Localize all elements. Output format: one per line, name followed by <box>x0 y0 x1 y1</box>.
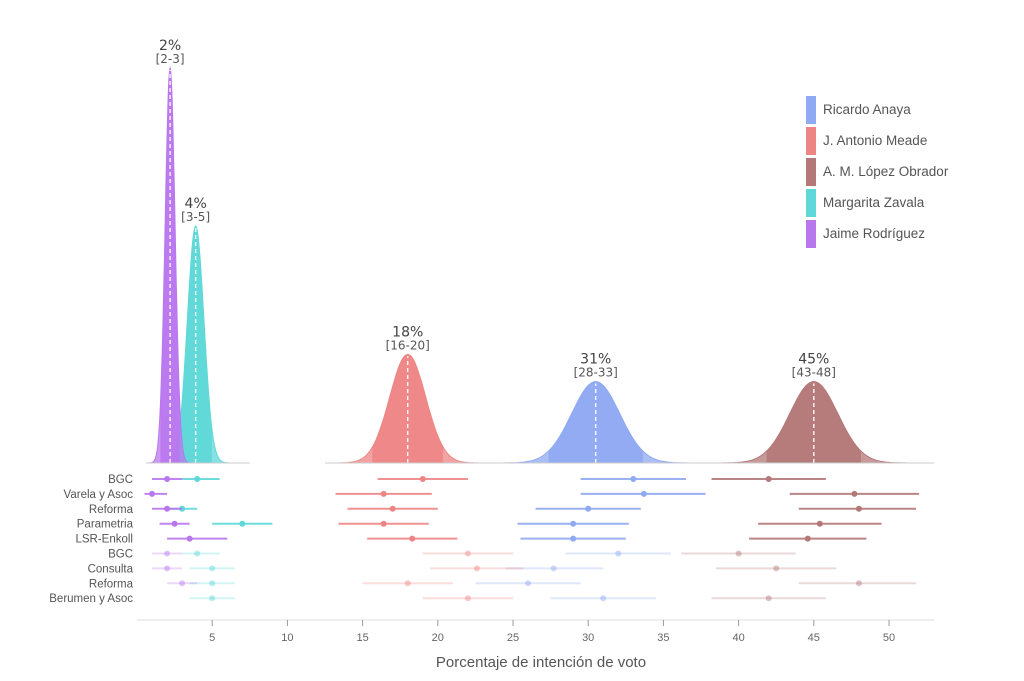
legend-label: A. M. López Obrador <box>823 164 949 179</box>
pollster-label: LSR-Enkoll <box>75 534 133 546</box>
legend-label: J. Antonio Meade <box>823 133 928 148</box>
poll-point <box>419 476 426 482</box>
x-tick-label: 20 <box>432 632 444 644</box>
poll-point <box>615 550 622 557</box>
poll-point <box>389 505 396 512</box>
legend-swatch <box>806 126 816 155</box>
poll-point <box>464 595 471 602</box>
interval-label: [43-48] <box>792 366 836 380</box>
poll-point <box>816 520 823 527</box>
legend-item: J. Antonio Meade <box>806 125 948 156</box>
poll-point <box>164 565 171 572</box>
poll-point <box>186 535 193 542</box>
legend-swatch <box>806 219 816 248</box>
legend: Ricardo Anaya J. Antonio Meade A. M. Lóp… <box>806 94 948 249</box>
pollster-label: BGC <box>108 474 133 486</box>
poll-point <box>765 476 772 482</box>
x-tick-label: 30 <box>582 632 594 644</box>
poll-point <box>404 580 411 587</box>
poll-point <box>149 490 156 497</box>
x-axis-label: Porcentaje de intención de voto <box>436 654 646 671</box>
peak-percent-label: 4% <box>185 196 207 212</box>
poll-point <box>600 595 607 602</box>
poll-point <box>164 550 171 557</box>
poll-point <box>380 490 387 497</box>
x-tick-label: 10 <box>281 632 293 644</box>
poll-point <box>464 550 471 557</box>
x-tick-label: 15 <box>356 632 368 644</box>
poll-point <box>550 565 557 572</box>
pollster-label: Reforma <box>89 578 134 590</box>
poll-point <box>164 505 171 512</box>
x-tick-label: 45 <box>808 632 820 644</box>
density-interval-band <box>548 381 643 463</box>
pollster-label: Reforma <box>89 504 134 516</box>
poll-point <box>570 520 577 527</box>
pollster-label: Berumen y Asoc <box>49 593 133 605</box>
poll-point <box>194 550 201 557</box>
legend-swatch <box>806 157 816 186</box>
poll-point <box>855 580 862 587</box>
poll-estimates: BGC Varela y Asoc Reforma Parametria LSR-Enk… <box>49 474 920 605</box>
pollster-label: Varela y Asoc <box>64 489 134 501</box>
pollster-label: Consulta <box>88 563 134 575</box>
poll-point <box>171 520 178 527</box>
poll-point <box>164 476 171 482</box>
legend-label: Margarita Zavala <box>823 195 925 210</box>
poll-point <box>855 505 862 512</box>
legend-label: Ricardo Anaya <box>823 102 911 117</box>
x-tick-label: 50 <box>883 632 895 644</box>
legend-item: Margarita Zavala <box>806 187 948 218</box>
legend-swatch <box>806 188 816 217</box>
poll-point <box>409 535 416 542</box>
density-interval-band <box>179 226 212 463</box>
legend-label: Jaime Rodríguez <box>823 226 926 241</box>
x-tick-label: 35 <box>657 632 669 644</box>
poll-point <box>209 580 216 587</box>
x-tick-label: 5 <box>209 632 215 644</box>
poll-point <box>194 476 201 482</box>
interval-label: [28-33] <box>574 366 618 380</box>
legend-swatch <box>806 95 816 124</box>
legend-item: A. M. López Obrador <box>806 156 948 187</box>
poll-point <box>525 580 532 587</box>
pollster-label: BGC <box>108 549 133 561</box>
poll-point <box>630 476 637 482</box>
poll-point <box>179 580 186 587</box>
legend-item: Jaime Rodríguez <box>806 218 948 249</box>
poll-point <box>640 490 647 497</box>
x-tick-label: 40 <box>732 632 744 644</box>
x-tick-label: 25 <box>507 632 519 644</box>
interval-label: [2-3] <box>156 52 185 66</box>
poll-point <box>570 535 577 542</box>
poll-point <box>765 595 772 602</box>
legend-item: Ricardo Anaya <box>806 94 948 125</box>
poll-point <box>851 490 858 497</box>
peak-percent-label: 18% <box>392 324 423 340</box>
interval-label: [3-5] <box>181 210 210 224</box>
x-axis: 5 10 15 20 25 30 35 40 45 50 <box>137 619 935 644</box>
poll-point <box>585 505 592 512</box>
density-interval-band <box>372 354 444 463</box>
peak-percent-label: 31% <box>580 352 611 368</box>
poll-point <box>773 565 780 572</box>
peak-percent-label: 45% <box>798 352 829 368</box>
poll-point <box>804 535 811 542</box>
poll-point <box>473 565 480 572</box>
interval-label: [16-20] <box>386 338 430 352</box>
density-interval-band <box>766 381 861 463</box>
peak-percent-label: 2% <box>159 38 181 54</box>
poll-point <box>239 520 246 527</box>
poll-point <box>380 520 387 527</box>
poll-point <box>209 565 216 572</box>
pollster-label: Parametria <box>77 519 134 531</box>
poll-point <box>209 595 216 602</box>
poll-point <box>735 550 742 557</box>
density-curves: 31%[28-33] 45%[43-48] 18%[16-20] 4%[3-5] 2%[… <box>146 38 935 464</box>
